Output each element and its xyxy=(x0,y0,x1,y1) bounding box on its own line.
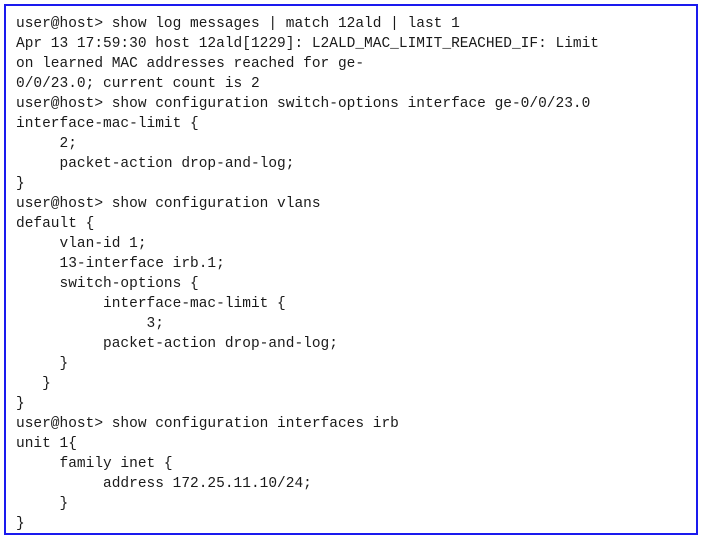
terminal-line: 0/0/23.0; current count is 2 xyxy=(16,74,686,94)
terminal-line: 13-interface irb.1; xyxy=(16,254,686,274)
terminal-line: } xyxy=(16,514,686,534)
terminal-line: interface-mac-limit { xyxy=(16,114,686,134)
terminal-line: user@host> show configuration interfaces… xyxy=(16,414,686,434)
terminal-line: family inet { xyxy=(16,454,686,474)
terminal-line: default { xyxy=(16,214,686,234)
terminal-line: switch-options { xyxy=(16,274,686,294)
terminal-line: } xyxy=(16,354,686,374)
terminal-line: } xyxy=(16,174,686,194)
terminal-line: 2; xyxy=(16,134,686,154)
terminal-line: address 172.25.11.10/24; xyxy=(16,474,686,494)
terminal-output: user@host> show log messages | match 12a… xyxy=(4,4,698,535)
terminal-line: Apr 13 17:59:30 host 12ald[1229]: L2ALD_… xyxy=(16,34,686,54)
terminal-line: } xyxy=(16,374,686,394)
terminal-line: on learned MAC addresses reached for ge- xyxy=(16,54,686,74)
terminal-line: packet-action drop-and-log; xyxy=(16,334,686,354)
terminal-line: user@host> show log messages | match 12a… xyxy=(16,14,686,34)
terminal-line: vlan-id 1; xyxy=(16,234,686,254)
terminal-line: } xyxy=(16,494,686,514)
terminal-line: user@host> show configuration switch-opt… xyxy=(16,94,686,114)
terminal-line: packet-action drop-and-log; xyxy=(16,154,686,174)
terminal-line: } xyxy=(16,394,686,414)
terminal-line: user@host> show configuration vlans xyxy=(16,194,686,214)
terminal-line: interface-mac-limit { xyxy=(16,294,686,314)
terminal-line: unit 1{ xyxy=(16,434,686,454)
terminal-line: 3; xyxy=(16,314,686,334)
